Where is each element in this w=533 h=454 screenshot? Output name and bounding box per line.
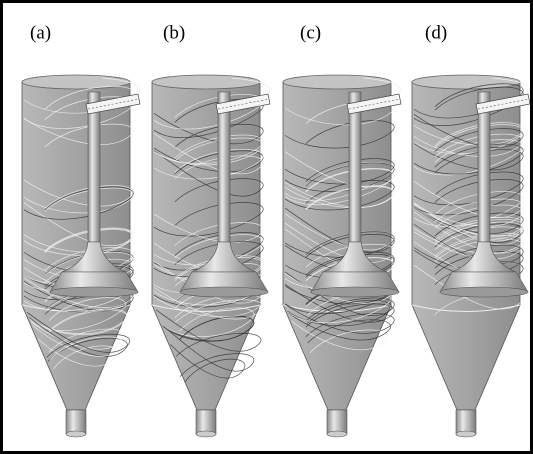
vortex-finder: [218, 92, 230, 242]
vortex-finder: [88, 92, 100, 242]
cyclone-top: [283, 75, 391, 89]
outlet-rim: [327, 431, 347, 437]
outlet-rim: [66, 431, 86, 437]
figure: (a) (b) (c) (d): [0, 0, 533, 454]
dust-outlet: [196, 410, 216, 434]
vortex-finder: [478, 92, 490, 242]
outlet-rim: [196, 431, 216, 437]
cone-rim: [180, 287, 268, 297]
cyclone-top: [22, 75, 130, 89]
cone-rim: [311, 287, 399, 297]
dust-outlet: [327, 410, 347, 434]
panel-label: (d): [425, 22, 447, 43]
page: {"panels": [{"label": "(a)"}, {"label": …: [0, 0, 533, 454]
panel-label: (c): [300, 22, 321, 43]
dust-outlet: [66, 410, 86, 434]
cone-rim: [440, 287, 528, 297]
panel-label: (b): [163, 22, 185, 43]
cone-rim: [50, 287, 138, 297]
cyclone-top: [152, 75, 260, 89]
panel-label: (a): [30, 22, 51, 43]
outlet-rim: [456, 431, 476, 437]
vortex-finder: [349, 92, 361, 242]
dust-outlet: [456, 410, 476, 434]
